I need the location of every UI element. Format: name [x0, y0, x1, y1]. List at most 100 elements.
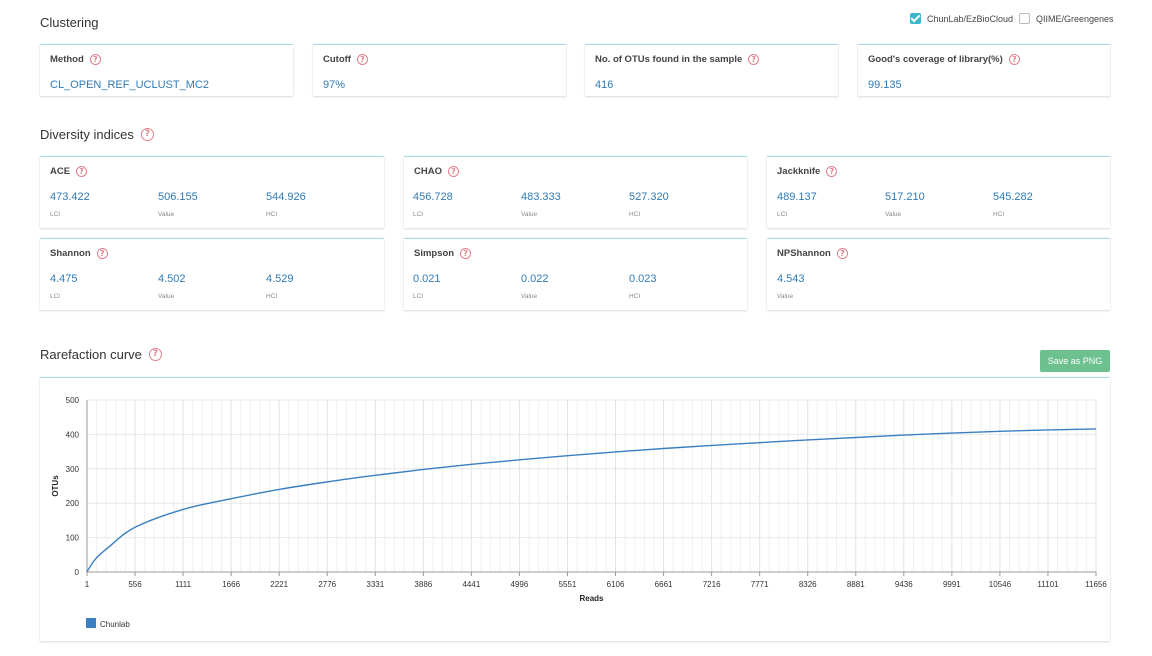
method-card: Method ? CL_OPEN_REF_UCLUST_MC2: [40, 44, 293, 96]
npshannon-card: NPShannon ? 4.543 Value: [767, 238, 1110, 310]
x-tick-label: 10546: [989, 580, 1012, 589]
y-tick-label: 500: [66, 396, 80, 405]
shannon-hci: 4.529 HCI: [266, 273, 294, 300]
jackknife-value: 517.210 Value: [885, 191, 925, 218]
help-icon[interactable]: ?: [140, 128, 154, 141]
series-line-chunlab: [86, 428, 1097, 573]
shannon-value-value: 4.502: [158, 273, 186, 285]
diversity-title-text: Diversity indices: [40, 127, 134, 142]
simpson-value-value: 0.022: [521, 273, 549, 285]
ace-lci-label: LCI: [50, 211, 61, 218]
legend-swatch: [86, 618, 96, 628]
help-icon[interactable]: ?: [826, 166, 838, 177]
help-icon[interactable]: ?: [89, 54, 101, 65]
help-icon[interactable]: ?: [836, 248, 848, 259]
otu-count-card-header: No. of OTUs found in the sample ?: [595, 54, 760, 65]
checkbox-checked-icon[interactable]: [910, 13, 921, 24]
simpson-hci-label: HCI: [629, 293, 641, 300]
x-tick-label: 8326: [799, 580, 817, 589]
x-tick-label: 5551: [559, 580, 577, 589]
jackknife-hci-label: HCI: [993, 211, 1005, 218]
goods-coverage-value: 99.135: [868, 79, 902, 91]
help-icon[interactable]: ?: [447, 166, 459, 177]
goods-coverage-label: Good's coverage of library(%): [868, 54, 1003, 65]
jackknife-value-value: 517.210: [885, 191, 925, 203]
x-tick-label: 556: [128, 580, 142, 589]
method-label: Method: [50, 54, 84, 65]
help-icon[interactable]: ?: [460, 248, 472, 259]
chart-axes: 1 556 1111 1666 2221 2776 3331 3886 4441 4996 5551…: [51, 396, 1107, 603]
y-tick-label: 200: [66, 499, 80, 508]
ace-hci: 544.926 HCI: [266, 191, 306, 218]
jackknife-value-label: Value: [885, 211, 902, 218]
y-tick-label: 0: [75, 568, 80, 577]
help-icon[interactable]: ?: [1008, 54, 1020, 65]
method-value: CL_OPEN_REF_UCLUST_MC2: [50, 79, 209, 91]
x-tick-label: 6661: [655, 580, 673, 589]
otu-count-label: No. of OTUs found in the sample: [595, 54, 743, 65]
source-label-qiime: QIIME/Greengenes: [1036, 13, 1114, 24]
source-toggle-chunlab[interactable]: ChunLab/EzBioCloud: [910, 13, 1013, 24]
ace-card: ACE ? 473.422 LCI 506.155 Value 544.926 …: [40, 156, 384, 228]
chao-hci: 527.320 HCI: [629, 191, 669, 218]
shannon-card: Shannon ? 4.475 LCI 4.502 Value 4.529 HC…: [40, 238, 384, 310]
shannon-lci-label: LCI: [50, 293, 61, 300]
chao-lci-value: 456.728: [413, 191, 453, 203]
shannon-label: Shannon: [50, 248, 91, 259]
chao-label: CHAO: [414, 166, 442, 177]
cutoff-card-header: Cutoff ?: [323, 54, 368, 65]
otu-count-card: No. of OTUs found in the sample ? 416: [585, 44, 838, 96]
save-as-png-button[interactable]: Save as PNG: [1040, 350, 1110, 372]
help-icon[interactable]: ?: [96, 248, 108, 259]
chao-hci-label: HCI: [629, 211, 641, 218]
npshannon-card-header: NPShannon ?: [777, 248, 848, 259]
ace-hci-label: HCI: [266, 211, 278, 218]
shannon-value-label: Value: [158, 293, 175, 300]
ace-card-header: ACE ?: [50, 166, 88, 177]
simpson-lci-label: LCI: [413, 293, 424, 300]
source-toggle-qiime[interactable]: QIIME/Greengenes: [1019, 13, 1114, 24]
simpson-lci: 0.021 LCI: [413, 273, 441, 300]
help-icon[interactable]: ?: [76, 166, 88, 177]
otu-count-value: 416: [595, 79, 614, 91]
ace-hci-value: 544.926: [266, 191, 306, 203]
checkbox-unchecked-icon[interactable]: [1019, 13, 1030, 24]
help-icon[interactable]: ?: [148, 348, 162, 361]
jackknife-lci: 489.137 LCI: [777, 191, 817, 218]
jackknife-hci-value: 545.282: [993, 191, 1033, 203]
x-tick-label: 1111: [175, 580, 192, 589]
shannon-lci: 4.475 LCI: [50, 273, 78, 300]
jackknife-label: Jackknife: [777, 166, 821, 177]
help-icon[interactable]: ?: [748, 54, 760, 65]
clustering-title: Clustering: [40, 15, 99, 30]
shannon-hci-value: 4.529: [266, 273, 294, 285]
chao-hci-value: 527.320: [629, 191, 669, 203]
rarefaction-chart: 1 556 1111 1666 2221 2776 3331 3886 4441 4996 5551…: [51, 396, 1107, 629]
x-tick-label: 9991: [943, 580, 961, 589]
chao-value-value: 483.333: [521, 191, 561, 203]
x-tick-label: 4996: [511, 580, 529, 589]
y-tick-label: 400: [66, 430, 80, 439]
x-tick-label: 6106: [607, 580, 625, 589]
chart-grid: [86, 399, 1097, 573]
cutoff-card: Cutoff ? 97%: [313, 44, 566, 96]
jackknife-hci: 545.282 HCI: [993, 191, 1033, 218]
cutoff-label: Cutoff: [323, 54, 351, 65]
rarefaction-chart-card: 1 556 1111 1666 2221 2776 3331 3886 4441 4996 5551…: [40, 377, 1110, 641]
x-tick-label: 8881: [847, 580, 865, 589]
help-icon[interactable]: ?: [356, 54, 368, 65]
x-tick-label: 9436: [895, 580, 913, 589]
chart-legend: Chunlab: [86, 618, 130, 629]
chao-value: 483.333 Value: [521, 191, 561, 218]
goods-coverage-card: Good's coverage of library(%) ? 99.135: [858, 44, 1110, 96]
y-tick-label: 300: [66, 465, 80, 474]
ace-label: ACE: [50, 166, 71, 177]
npshannon-value-value: 4.543: [777, 273, 805, 285]
y-axis-title: OTUs: [51, 475, 60, 497]
y-tick-label: 100: [66, 534, 80, 543]
ace-lci: 473.422 LCI: [50, 191, 90, 218]
x-tick-label: 1: [85, 580, 90, 589]
shannon-value: 4.502 Value: [158, 273, 186, 300]
x-tick-label: 3886: [414, 580, 432, 589]
jackknife-card: Jackknife ? 489.137 LCI 517.210 Value 54…: [767, 156, 1110, 228]
